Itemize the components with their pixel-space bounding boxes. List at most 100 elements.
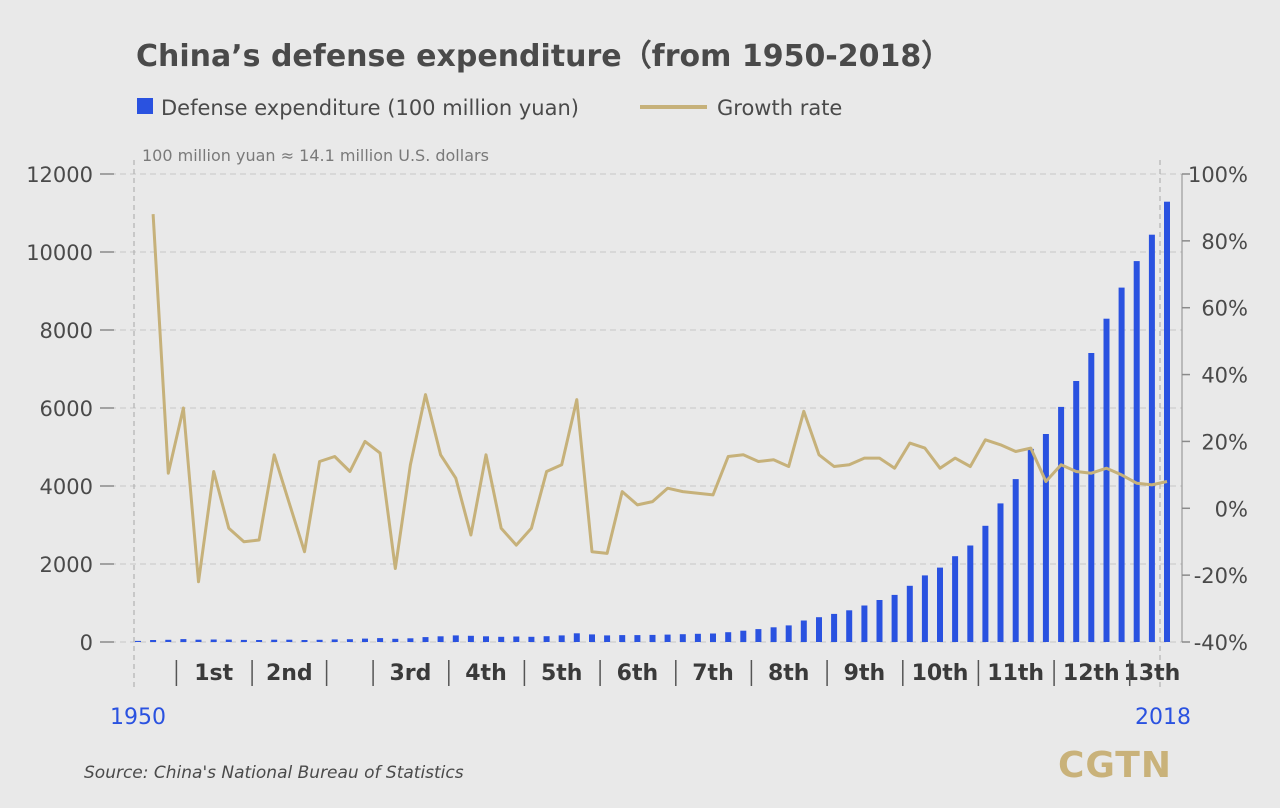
bar-2015 [1118,287,1125,642]
unit-note: 100 million yuan ≈ 14.1 million U.S. dol… [142,146,489,165]
bar-1997 [846,610,853,642]
right-tick-label: 20% [1201,430,1248,454]
bar-2002 [921,575,928,642]
bar-1995 [816,617,822,642]
bar-1989 [725,632,732,642]
plan-label-13th: 13th [1124,661,1181,686]
bar-1967 [392,638,399,642]
bar-1984 [649,634,656,642]
end-year-label: 2018 [1135,705,1191,730]
bar-1971 [452,635,459,642]
legend: Defense expenditure (100 million yuan) G… [137,96,842,120]
bar-1978 [558,635,565,642]
bar-2017 [1148,234,1155,642]
right-tick-label: 0% [1215,497,1248,521]
bar-1981 [604,635,611,642]
bar-1988 [710,633,716,642]
bar-1982 [619,635,626,642]
bar-1999 [876,600,883,642]
plan-label-3rd: 3rd [389,661,431,686]
right-tick-label: 60% [1201,297,1248,321]
left-tick-label: 0 [80,631,93,655]
plan-label-1st: 1st [194,661,233,686]
bar-2003 [937,567,943,642]
plan-label-7th: 7th [692,661,734,686]
bar-1953 [180,639,187,642]
legend-label-expenditure: Defense expenditure (100 million yuan) [161,96,579,120]
left-tick-label: 6000 [40,397,93,421]
bar-1974 [498,636,505,642]
bar-1964 [346,639,353,642]
plan-label-11th: 11th [987,661,1044,686]
left-tick-label: 10000 [26,241,93,265]
bar-1996 [831,613,838,642]
bar-1966 [377,638,384,642]
bar-1951 [150,640,157,642]
bar-1952 [165,639,172,642]
bar-1994 [800,620,807,642]
bar-series [135,201,1170,642]
plan-label-9th: 9th [844,661,886,686]
bar-1993 [785,625,792,642]
bar-1959 [271,639,278,642]
bar-2000 [891,594,898,642]
bar-1955 [210,639,217,642]
bar-1975 [513,636,520,642]
bar-2001 [906,585,913,642]
bar-1956 [225,639,232,642]
bar-1991 [755,629,762,642]
bar-2014 [1103,318,1110,642]
bar-2018 [1164,201,1170,642]
bar-1962 [316,639,323,642]
bar-2005 [967,545,974,642]
bar-2004 [952,556,959,642]
right-axis: -40% -20% 0% 20% 40% 60% 80% 100% [1181,163,1248,655]
plan-label-6th: 6th [617,661,659,686]
left-tick-label: 8000 [40,319,93,343]
source-note: Source: China's National Bureau of Stati… [84,763,464,783]
chart-title: China’s defense expenditure（from 1950-20… [136,39,951,74]
bar-1963 [331,639,338,642]
plan-label-2nd: 2nd [266,661,313,686]
bar-2010 [1042,434,1049,642]
legend-label-growth: Growth rate [717,96,842,120]
bar-1950 [135,640,141,642]
bar-2006 [982,525,989,642]
five-year-plans: 1st 2nd 3rd 4th 5th 6th 7th 8th 9th 10th 11th 12th 1… [175,660,1181,686]
plan-label-12th: 12th [1063,661,1120,686]
bar-1972 [467,635,474,642]
bar-1985 [664,634,671,642]
growth-line-series [151,214,1168,584]
bar-2009 [1027,448,1034,642]
bar-1980 [589,634,595,642]
bar-1954 [195,639,202,642]
right-tick-label: 40% [1201,364,1248,388]
right-tick-label: -40% [1194,631,1248,655]
right-tick-label: 80% [1201,230,1248,254]
bar-2011 [1058,406,1065,642]
bar-1973 [483,636,489,642]
bar-1983 [634,635,641,642]
bar-2007 [997,503,1004,642]
left-tick-label: 12000 [26,163,93,187]
bar-2016 [1133,261,1140,642]
bar-1990 [740,630,747,642]
right-tick-label: -20% [1194,564,1248,588]
plan-label-10th: 10th [912,661,969,686]
left-tick-label: 2000 [40,553,93,577]
bar-1958 [256,640,263,642]
bar-1998 [861,605,868,642]
left-tick-label: 4000 [40,475,93,499]
bar-2008 [1012,479,1019,642]
right-tick-label: 100% [1188,163,1248,187]
plan-label-5th: 5th [541,661,583,686]
bar-1970 [437,636,444,642]
bar-1977 [543,636,550,642]
plan-label-4th: 4th [465,661,507,686]
bar-1968 [407,638,414,642]
bar-1986 [679,634,686,642]
bar-1965 [362,638,368,642]
cgtn-logo: CGTN [1058,745,1172,786]
plan-label-8th: 8th [768,661,810,686]
legend-swatch-expenditure [137,98,153,114]
